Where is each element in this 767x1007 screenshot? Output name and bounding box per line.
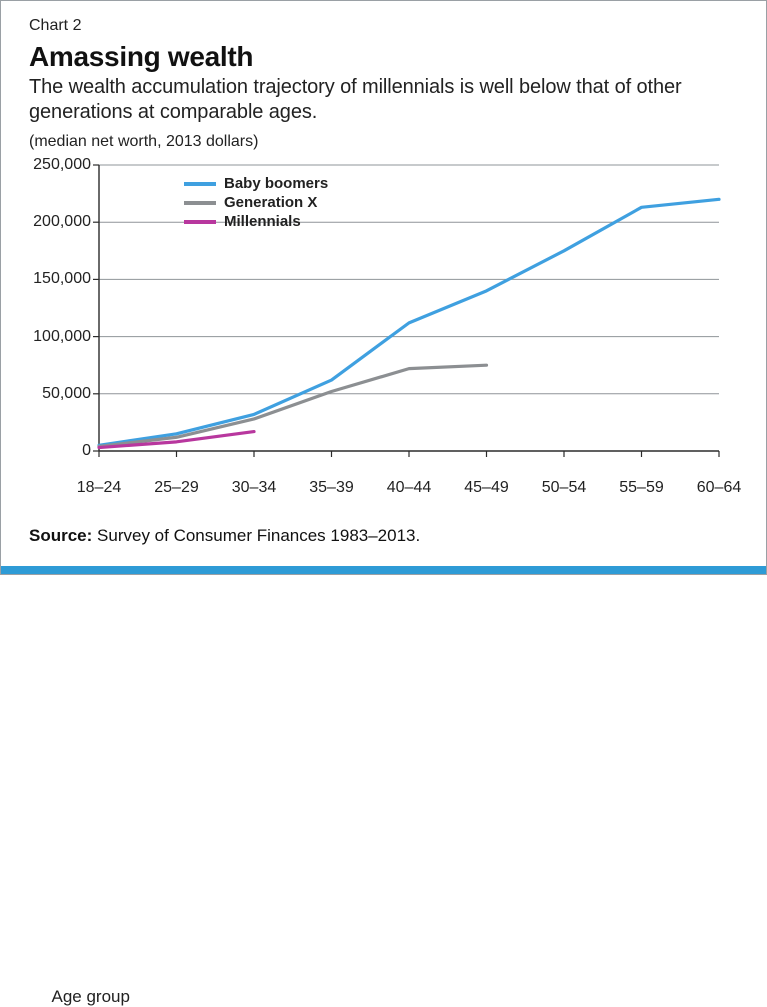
x-tick-label: 50–54 [542, 479, 587, 497]
legend-swatch [184, 182, 216, 186]
x-tick-label: 30–34 [232, 479, 277, 497]
source-line: Source: Survey of Consumer Finances 1983… [29, 526, 420, 546]
x-tick-label: 60–64 [697, 479, 742, 497]
y-tick-label: 150,000 [31, 270, 91, 288]
legend: Baby boomers Generation X Millennials [184, 175, 328, 232]
line-chart-svg [29, 157, 729, 477]
source-text: Survey of Consumer Finances 1983–2013. [97, 526, 420, 545]
x-tick-label: 18–24 [77, 479, 122, 497]
x-tick-label: 45–49 [464, 479, 509, 497]
legend-swatch [184, 220, 216, 224]
legend-item: Millennials [184, 213, 328, 230]
x-axis-title: Age group [52, 987, 767, 1007]
x-tick-label: 55–59 [619, 479, 664, 497]
legend-label: Generation X [224, 194, 317, 211]
x-tick-label: 25–29 [154, 479, 199, 497]
y-tick-label: 0 [31, 442, 91, 460]
plot-area: Baby boomers Generation X Millennials 0 50,… [29, 157, 729, 477]
x-tick-label: 40–44 [387, 479, 432, 497]
y-tick-label: 100,000 [31, 328, 91, 346]
y-axis-unit: (median net worth, 2013 dollars) [29, 133, 744, 151]
bottom-accent-bar [1, 566, 766, 574]
chart-frame: Chart 2 Amassing wealth The wealth accum… [0, 0, 767, 575]
y-tick-label: 200,000 [31, 213, 91, 231]
chart-subtitle: The wealth accumulation trajectory of mi… [29, 75, 744, 125]
legend-label: Millennials [224, 213, 301, 230]
source-label: Source: [29, 526, 92, 545]
legend-item: Generation X [184, 194, 328, 211]
chart-number-label: Chart 2 [29, 17, 744, 35]
legend-label: Baby boomers [224, 175, 328, 192]
y-tick-label: 250,000 [31, 156, 91, 174]
legend-swatch [184, 201, 216, 205]
legend-item: Baby boomers [184, 175, 328, 192]
x-tick-label: 35–39 [309, 479, 354, 497]
chart-inner: Chart 2 Amassing wealth The wealth accum… [29, 17, 744, 523]
chart-title: Amassing wealth [29, 41, 744, 73]
y-tick-label: 50,000 [31, 385, 91, 403]
